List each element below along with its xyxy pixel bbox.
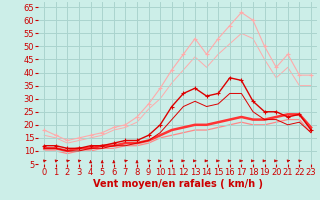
X-axis label: Vent moyen/en rafales ( km/h ): Vent moyen/en rafales ( km/h ) — [92, 179, 263, 189]
